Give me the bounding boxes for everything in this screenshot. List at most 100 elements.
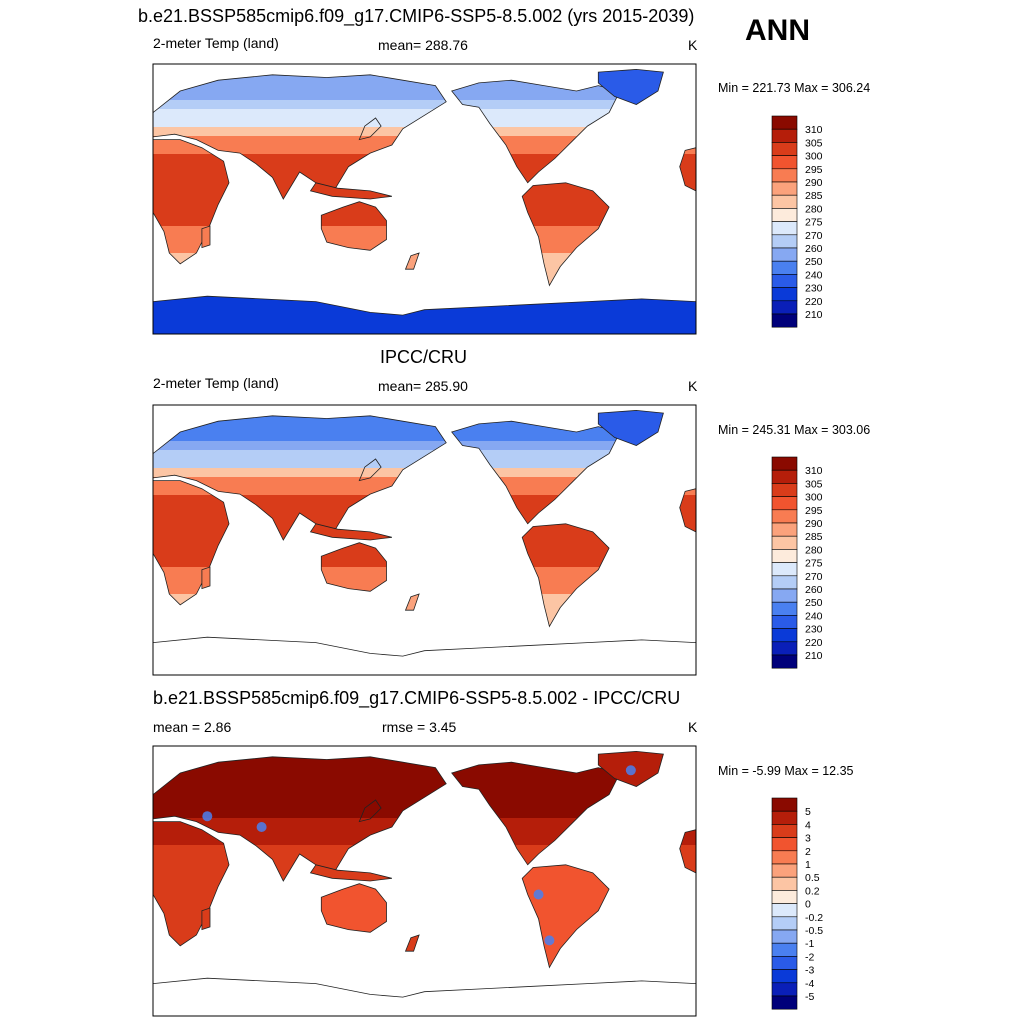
colorbar-tick-label: 2 bbox=[805, 846, 811, 858]
coastline-australia bbox=[320, 542, 387, 592]
colorbar-tick-label: 210 bbox=[805, 650, 823, 662]
colorbar-swatch bbox=[771, 549, 798, 563]
colorbar-tick-label: 275 bbox=[805, 558, 823, 570]
colorbar-swatch bbox=[771, 850, 798, 865]
coastline-nz bbox=[404, 252, 420, 270]
colorbar-swatch bbox=[771, 234, 798, 249]
coastline-samerica bbox=[521, 523, 610, 628]
coastline-africaEdge bbox=[679, 147, 696, 192]
colorbar-swatch bbox=[771, 115, 798, 130]
colorbar-tick-label: 240 bbox=[805, 269, 823, 281]
colorbar-tick-label: 290 bbox=[805, 177, 823, 189]
variable-label-model: 2-meter Temp (land) bbox=[153, 35, 279, 51]
colorbar-swatch bbox=[771, 456, 798, 471]
panel-title-diff: b.e21.BSSP585cmip6.f09_g17.CMIP6-SSP5-8.… bbox=[153, 688, 681, 708]
colorbar-swatch bbox=[771, 654, 798, 669]
colorbar-tick-label: 285 bbox=[805, 531, 823, 543]
colorbar-swatch bbox=[771, 509, 798, 524]
map-frame bbox=[152, 63, 697, 335]
colorbar-swatch bbox=[771, 274, 798, 288]
coastline-madagascar bbox=[201, 566, 211, 590]
colorbar-tick-label: -3 bbox=[805, 965, 814, 977]
land-antarctica bbox=[153, 977, 696, 1016]
rmse-label-diff: rmse = 3.45 bbox=[382, 719, 457, 735]
colorbar-swatch bbox=[771, 128, 798, 143]
map-panel-model bbox=[152, 63, 697, 335]
land-antarctica bbox=[153, 295, 696, 334]
colorbar-swatch bbox=[771, 942, 798, 957]
colorbar-swatch bbox=[771, 929, 798, 944]
colorbar-tick-label: 220 bbox=[805, 296, 823, 308]
colorbar-swatch bbox=[771, 522, 798, 537]
colorbar-tick-label: 295 bbox=[805, 164, 823, 176]
coastline-namerica bbox=[451, 79, 621, 184]
land-antarctica bbox=[153, 636, 696, 675]
colorbar-tick-label: 310 bbox=[805, 465, 823, 477]
colorbar-swatch bbox=[771, 863, 798, 878]
coastline-madagascar bbox=[201, 225, 211, 249]
negative-anomaly-spot bbox=[544, 935, 555, 946]
negative-anomaly-spot bbox=[256, 822, 267, 832]
coastline-nz bbox=[404, 934, 420, 952]
colorbar-swatch bbox=[771, 641, 798, 656]
colorbar-swatch bbox=[771, 155, 798, 170]
coastline-eurasia bbox=[153, 74, 447, 200]
coastline-madagascar bbox=[201, 907, 211, 931]
colorbar-swatch bbox=[771, 208, 798, 222]
units-label-diff: K bbox=[688, 719, 698, 735]
mean-label-diff: mean = 2.86 bbox=[153, 719, 232, 735]
colorbar-tick-label: -2 bbox=[805, 951, 814, 963]
colorbar-tick-label: 260 bbox=[805, 584, 823, 596]
colorbar-tick-label: 210 bbox=[805, 309, 823, 321]
colorbar-swatch bbox=[771, 221, 798, 236]
minmax-label-diff: Min = -5.99 Max = 12.35 bbox=[718, 764, 854, 778]
colorbar-tick-label: 0 bbox=[805, 899, 811, 911]
colorbar-tick-label: 270 bbox=[805, 230, 823, 242]
coastline-namerica bbox=[451, 761, 621, 866]
colorbar-tick-label: 5 bbox=[805, 806, 811, 818]
minmax-label-model: Min = 221.73 Max = 306.24 bbox=[718, 81, 871, 95]
colorbar-swatch bbox=[771, 260, 798, 275]
land-australia bbox=[321, 883, 387, 933]
coastline-samerica bbox=[521, 182, 610, 287]
colorbar-swatch bbox=[771, 797, 798, 812]
colorbar-tick-label: 295 bbox=[805, 505, 823, 517]
colorbar-swatch bbox=[771, 588, 798, 603]
colorbar-tick-label: 285 bbox=[805, 190, 823, 202]
coastline-greenland bbox=[597, 68, 664, 105]
colorbar-tick-label: 260 bbox=[805, 243, 823, 255]
colorbar-swatch bbox=[771, 194, 798, 209]
colorbar-swatch bbox=[771, 313, 798, 328]
colorbar-swatch bbox=[771, 496, 798, 511]
colorbar-swatch bbox=[771, 956, 798, 970]
colorbar-tick-label: -5 bbox=[805, 991, 814, 1003]
coastline-indonesia bbox=[309, 182, 392, 200]
colorbar-tick-label: 305 bbox=[805, 478, 823, 490]
colorbar-tick-label: 1 bbox=[805, 859, 811, 871]
land-australia bbox=[321, 201, 387, 251]
coastline-africaEdge bbox=[679, 829, 696, 874]
colorbar-swatch bbox=[771, 810, 798, 825]
colorbar-tick-label: 230 bbox=[805, 624, 823, 636]
colorbar-swatch bbox=[771, 300, 798, 315]
colorbar-tick-label: 220 bbox=[805, 637, 823, 649]
colorbar-swatch bbox=[771, 876, 798, 891]
colorbar-tick-label: 3 bbox=[805, 833, 811, 845]
colorbar-swatch bbox=[771, 247, 798, 262]
colorbar-tick-label: 230 bbox=[805, 283, 823, 295]
colorbar-swatch bbox=[771, 535, 798, 550]
coastline-samerica bbox=[521, 864, 610, 969]
colorbar-swatch bbox=[771, 601, 798, 616]
negative-anomaly-spot bbox=[625, 765, 636, 776]
season-label: ANN bbox=[745, 14, 810, 47]
colorbar-swatch bbox=[771, 181, 798, 196]
colorbar-tick-label: 280 bbox=[805, 544, 823, 556]
coastline-japan bbox=[358, 458, 382, 482]
colorbar-swatch bbox=[771, 287, 798, 302]
colorbar-tick-label: 0.2 bbox=[805, 885, 820, 897]
units-label-obs: K bbox=[688, 378, 698, 394]
colorbar-swatch bbox=[771, 824, 798, 838]
colorbar-swatch bbox=[771, 615, 798, 629]
colorbar-swatch bbox=[771, 982, 798, 997]
